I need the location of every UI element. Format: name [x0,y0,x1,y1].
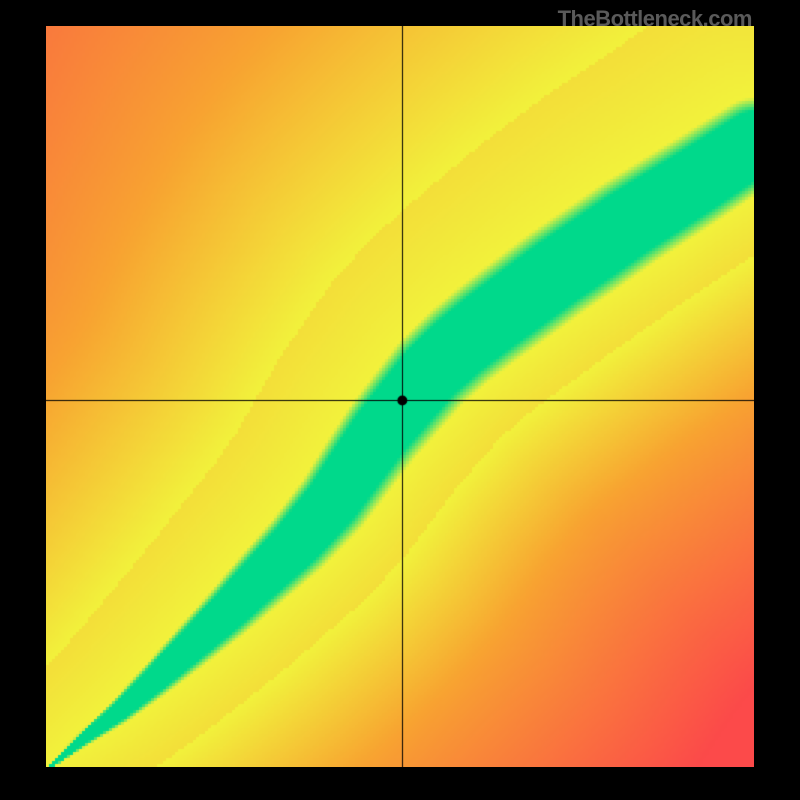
chart-container: TheBottleneck.com [0,0,800,800]
watermark-text: TheBottleneck.com [558,6,752,32]
bottleneck-heatmap [46,26,754,767]
